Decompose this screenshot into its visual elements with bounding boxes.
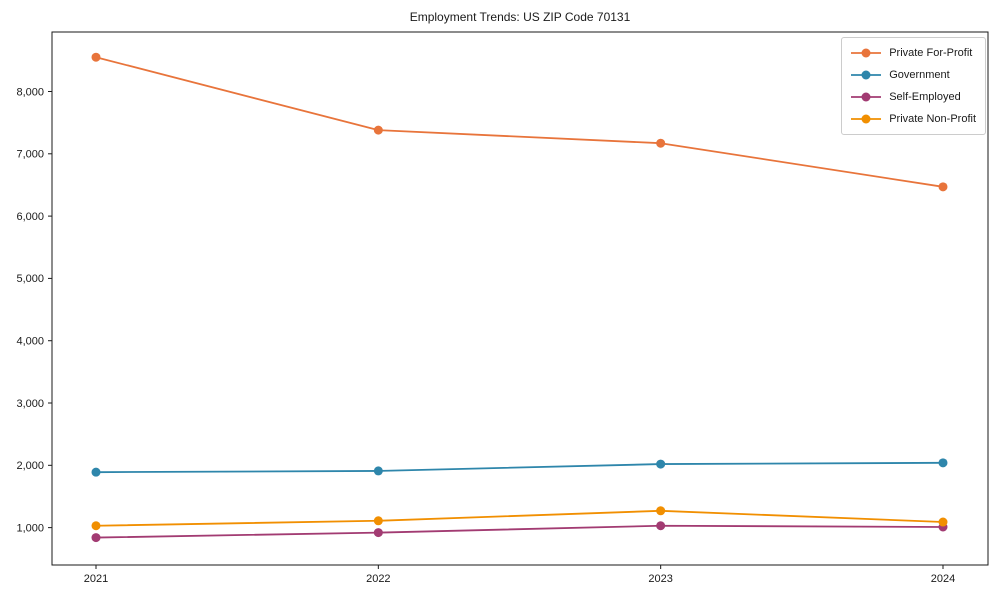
legend-item-government: Government xyxy=(850,67,976,83)
y-axis-tick-label: 3,000 xyxy=(16,398,44,410)
legend-label-self-employed: Self-Employed xyxy=(889,91,961,103)
series-point-private-non-profit xyxy=(91,521,101,531)
y-axis-tick-label: 2,000 xyxy=(16,460,44,472)
series-point-private-non-profit xyxy=(373,516,383,526)
legend-item-self-employed: Self-Employed xyxy=(850,89,976,105)
series-point-private-for-profit xyxy=(91,52,101,62)
y-axis-tick-label: 8,000 xyxy=(16,86,44,98)
legend-label-private-for-profit: Private For-Profit xyxy=(889,47,973,59)
legend-marker-private-for-profit xyxy=(851,48,882,58)
legend-label-government: Government xyxy=(889,69,950,81)
plot-border xyxy=(51,31,989,566)
series-line-government xyxy=(95,461,944,474)
series-point-government xyxy=(938,458,948,468)
y-axis-tick-label: 5,000 xyxy=(16,273,44,285)
series-point-private-for-profit xyxy=(656,138,666,148)
series-line-self-employed xyxy=(95,524,944,539)
x-axis-tick-label: 2022 xyxy=(366,573,390,585)
series-point-government xyxy=(656,459,666,469)
legend-item-private-non-profit: Private Non-Profit xyxy=(850,111,976,127)
y-axis-tick-label: 1,000 xyxy=(16,522,44,534)
y-axis-tick-label: 6,000 xyxy=(16,211,44,223)
series-point-government xyxy=(91,467,101,477)
legend-dot xyxy=(861,48,871,58)
x-axis-tick-label: 2024 xyxy=(931,573,955,585)
legend-label-private-non-profit: Private Non-Profit xyxy=(889,113,976,125)
series-line-private-non-profit xyxy=(95,509,944,527)
x-axis-tick-label: 2021 xyxy=(84,573,108,585)
chart-title: Employment Trends: US ZIP Code 70131 xyxy=(409,10,631,24)
series-point-self-employed xyxy=(656,521,666,531)
legend-dot xyxy=(861,92,871,102)
series-point-private-for-profit xyxy=(373,125,383,135)
series-point-private-non-profit xyxy=(938,517,948,527)
legend: Private For-Profit Government Self-Employe… xyxy=(841,37,986,135)
y-axis-tick-label: 4,000 xyxy=(16,336,44,348)
series-point-government xyxy=(373,466,383,476)
series-point-private-for-profit xyxy=(938,182,948,192)
legend-marker-government xyxy=(851,70,882,80)
series-point-self-employed xyxy=(91,533,101,543)
legend-item-private-for-profit: Private For-Profit xyxy=(850,45,976,61)
y-axis-tick-label: 7,000 xyxy=(16,149,44,161)
legend-marker-self-employed xyxy=(851,92,882,102)
legend-dot xyxy=(861,114,871,124)
series-line-private-for-profit xyxy=(95,56,944,188)
series-point-private-non-profit xyxy=(656,506,666,516)
x-axis-tick-label: 2023 xyxy=(648,573,672,585)
series-point-self-employed xyxy=(373,528,383,538)
legend-dot xyxy=(861,70,871,80)
legend-marker-private-non-profit xyxy=(851,114,882,124)
